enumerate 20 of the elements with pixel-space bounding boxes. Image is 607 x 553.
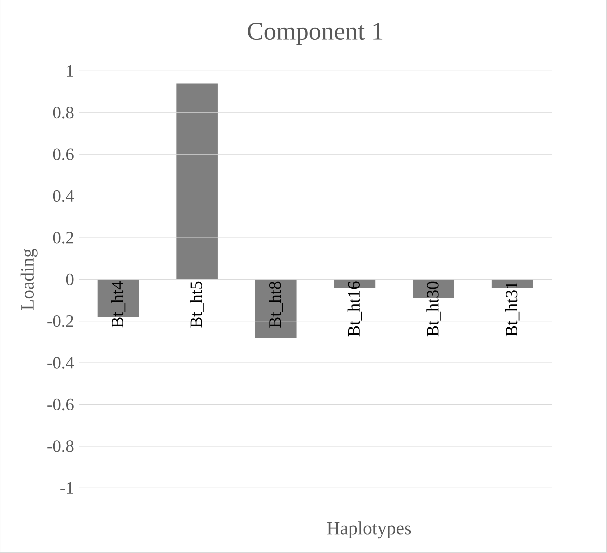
y-tick-label: -0.4 bbox=[48, 357, 74, 369]
y-tick-label: 0.2 bbox=[53, 232, 74, 244]
y-axis-title: Loading bbox=[20, 248, 38, 310]
y-tick-label: 0.4 bbox=[53, 190, 74, 202]
y-tick-label: -0.8 bbox=[48, 440, 74, 452]
x-tick-label: Bt_ht4 bbox=[111, 281, 126, 328]
y-tick-label: -1 bbox=[60, 482, 74, 494]
y-tick-label: 1 bbox=[67, 65, 74, 77]
x-tick-label: Bt_ht8 bbox=[269, 282, 284, 328]
chart-title: Component 1 bbox=[248, 23, 383, 46]
y-tick-label: 0.6 bbox=[53, 148, 74, 160]
x-tick-label: Bt_ht5 bbox=[190, 282, 204, 328]
x-tick-label: Bt_ht30 bbox=[426, 282, 441, 337]
y-tick-label: -0.6 bbox=[48, 398, 74, 411]
x-tick-label: Bt_ht16 bbox=[348, 282, 362, 337]
y-tick-label: 0.8 bbox=[53, 106, 74, 119]
x-axis-title: Haplotypes bbox=[327, 522, 412, 539]
y-tick-label: 0 bbox=[66, 274, 74, 286]
y-tick-label: -0.2 bbox=[48, 315, 74, 328]
x-tick-label: Bt_ht31 bbox=[505, 282, 520, 337]
